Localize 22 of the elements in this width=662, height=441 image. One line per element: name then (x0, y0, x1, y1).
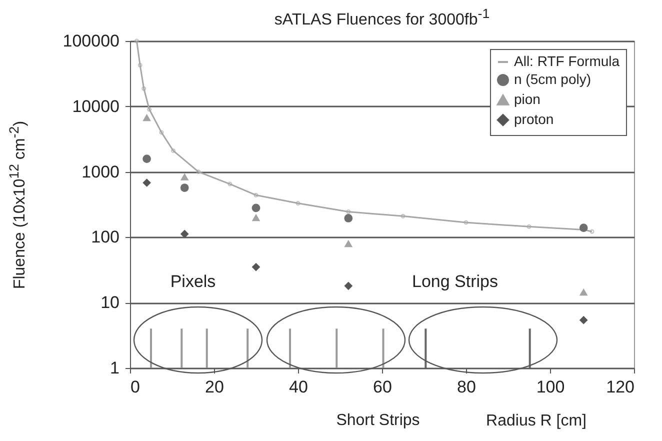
x-tick-label: 0 (130, 378, 140, 396)
y-tick-label: 1000 (82, 162, 120, 182)
x-tick-label: 120 (606, 378, 634, 396)
y-tick-label: 1 (110, 358, 120, 378)
legend-label: pion (514, 91, 540, 107)
y-tick-label: 10000 (72, 96, 120, 116)
x-tick-label: 100 (536, 378, 565, 396)
annotation: Pixels (170, 272, 216, 291)
chart-title: sATLAS Fluences for 3000fb$^{-1}$ (273, 6, 491, 30)
x-tick-label: 40 (289, 378, 308, 396)
y-tick-label: 100 (91, 228, 120, 247)
x-tick-label: 60 (373, 378, 392, 396)
y-tick-label: 100000 (62, 32, 120, 50)
annotation: Long Strips (412, 272, 498, 291)
legend-label: All: RTF Formula (514, 53, 620, 69)
y-tick-label: 10 (100, 293, 120, 312)
x-tick-label: 20 (205, 378, 224, 396)
legend-label: proton (514, 111, 554, 127)
legend-label: n (5cm poly) (514, 71, 592, 87)
x-tick-label: 80 (457, 378, 476, 396)
text: Short Strips (336, 412, 420, 429)
x-axis-title: Radius R [cm] (486, 412, 586, 430)
